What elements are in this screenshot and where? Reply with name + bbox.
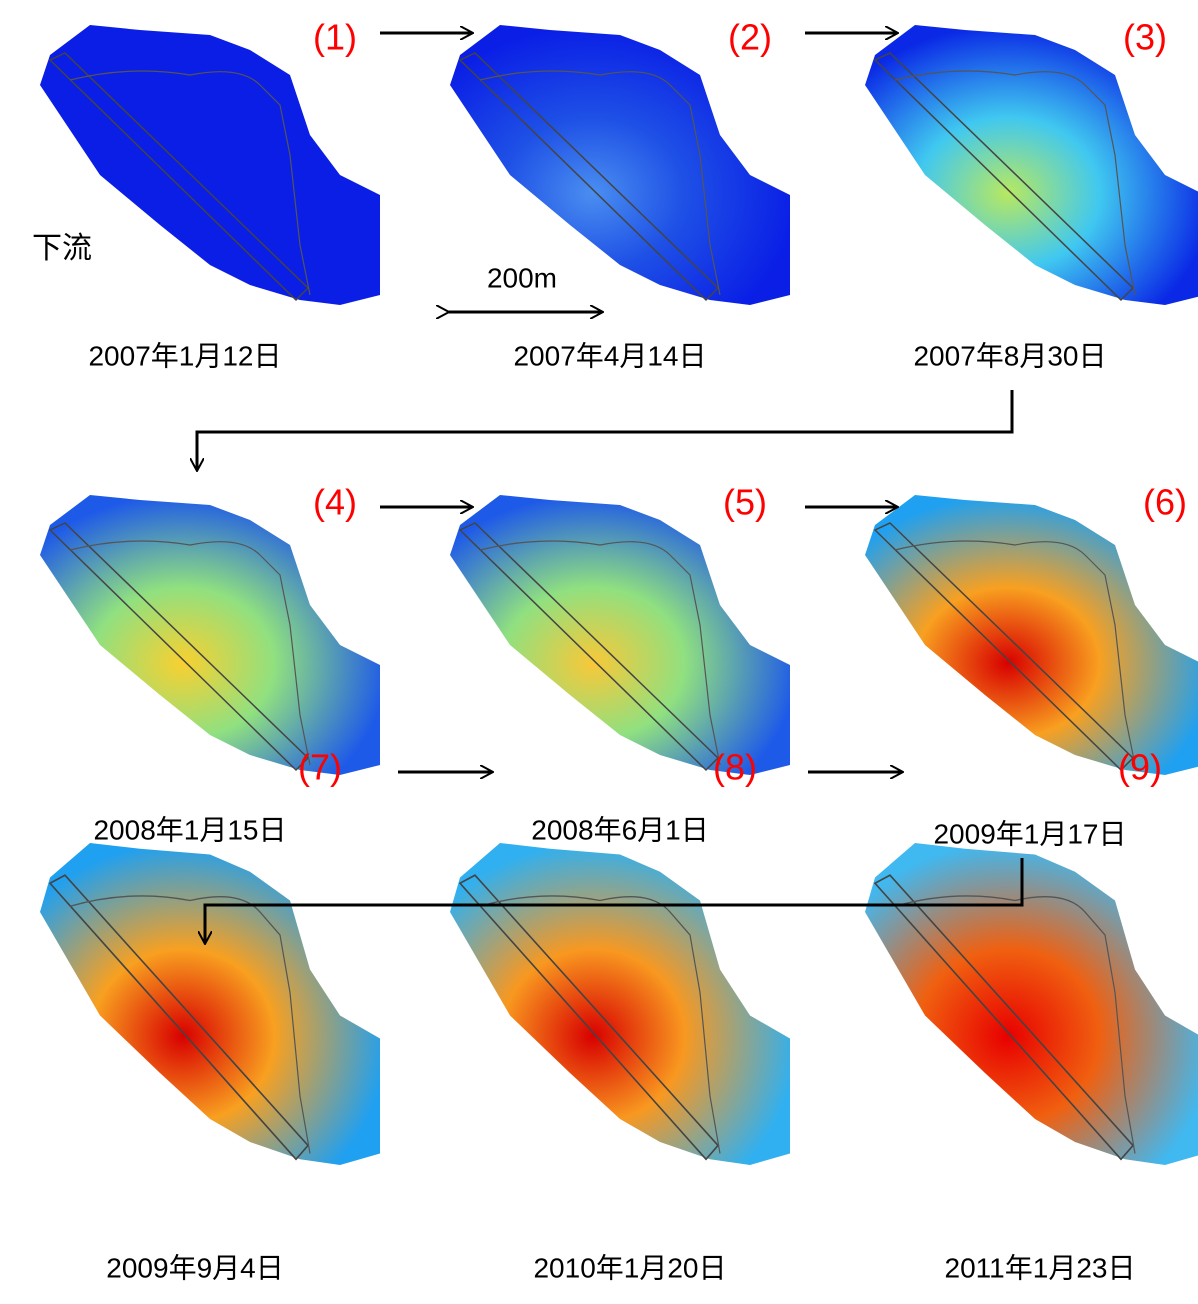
panel-date: 2008年6月1日 [531, 814, 708, 845]
panel-date: 2007年4月14日 [513, 340, 706, 371]
map-area [865, 495, 1198, 775]
panel-number: (2) [728, 17, 772, 58]
bank-outline [69, 540, 311, 766]
bank-outline [479, 70, 721, 296]
panel-number: (6) [1143, 482, 1187, 523]
panel-number: (7) [298, 747, 342, 788]
panel-date: 2010年1月20日 [533, 1252, 726, 1283]
bank-outline [894, 70, 1136, 296]
maps [40, 25, 1198, 1165]
bank-outline [69, 895, 311, 1154]
arrow [205, 858, 1024, 943]
map-area [450, 495, 790, 775]
bank-outline [479, 540, 721, 766]
map [450, 843, 790, 1165]
panel-date: 2009年1月17日 [933, 818, 1126, 849]
panel-number: (8) [713, 747, 757, 788]
bank-outline [894, 540, 1136, 766]
map [450, 495, 790, 775]
panel-date: 2007年8月30日 [913, 340, 1106, 371]
panel-number: (3) [1123, 17, 1167, 58]
panel-date: 2007年1月12日 [88, 340, 281, 371]
map [40, 25, 380, 305]
map [865, 495, 1198, 775]
map-area [40, 843, 380, 1165]
map [40, 843, 380, 1165]
bank-outline [69, 70, 311, 296]
scale-label: 200m [487, 262, 557, 293]
map-area [40, 495, 380, 775]
bank-outline [479, 895, 721, 1154]
bank-outline [894, 895, 1136, 1154]
panel-number: (4) [313, 482, 357, 523]
panel-number: (5) [723, 482, 767, 523]
panel-number: (9) [1118, 747, 1162, 788]
map [450, 25, 790, 305]
arrow [197, 390, 1014, 470]
map [865, 842, 1198, 1165]
map [40, 495, 380, 775]
map [865, 25, 1198, 305]
map-area [450, 25, 790, 305]
panel-number: (1) [313, 17, 357, 58]
downstream-label: 下流 [32, 232, 92, 265]
map-area [450, 843, 790, 1165]
panel-date: 2011年1月23日 [945, 1252, 1136, 1283]
map-area [40, 25, 380, 305]
panel-date: 2008年1月15日 [93, 814, 286, 845]
map-area [865, 842, 1198, 1165]
arrows [197, 33, 1024, 943]
map-area [865, 25, 1198, 305]
panel-date: 2009年9月4日 [106, 1252, 283, 1283]
